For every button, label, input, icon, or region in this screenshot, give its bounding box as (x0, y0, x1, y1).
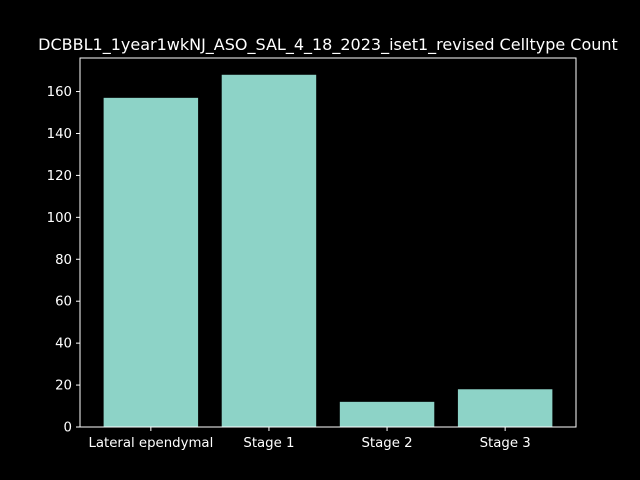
y-tick-label-3: 60 (55, 295, 72, 310)
y-tick-label-1: 20 (55, 379, 72, 394)
chart-title: DCBBL1_1year1wkNJ_ASO_SAL_4_18_2023_iset… (38, 35, 618, 55)
y-tick-label-6: 120 (47, 169, 72, 184)
bars-group (103, 74, 553, 427)
y-tick-label-5: 100 (47, 211, 72, 226)
y-tick-label-4: 80 (55, 253, 72, 268)
y-tick-label-8: 160 (47, 85, 72, 100)
y-tick-label-7: 140 (47, 127, 72, 142)
bar-0 (103, 97, 199, 427)
bar-3 (457, 389, 553, 427)
y-axis-ticks: 0 20 40 60 80 100 120 140 160 (47, 85, 80, 436)
x-tick-label-1: Stage 1 (243, 436, 294, 451)
x-tick-label-0: Lateral ependymal (88, 436, 213, 451)
bar-1 (221, 74, 317, 427)
y-tick-label-2: 40 (55, 337, 72, 352)
x-tick-label-2: Stage 2 (361, 436, 412, 451)
plot-frame (79, 57, 577, 428)
y-tick-label-0: 0 (64, 421, 72, 436)
bar-2 (339, 401, 435, 427)
x-axis-ticks: Lateral ependymal Stage 1 Stage 2 Stage 3 (88, 427, 531, 451)
x-tick-label-3: Stage 3 (480, 436, 531, 451)
